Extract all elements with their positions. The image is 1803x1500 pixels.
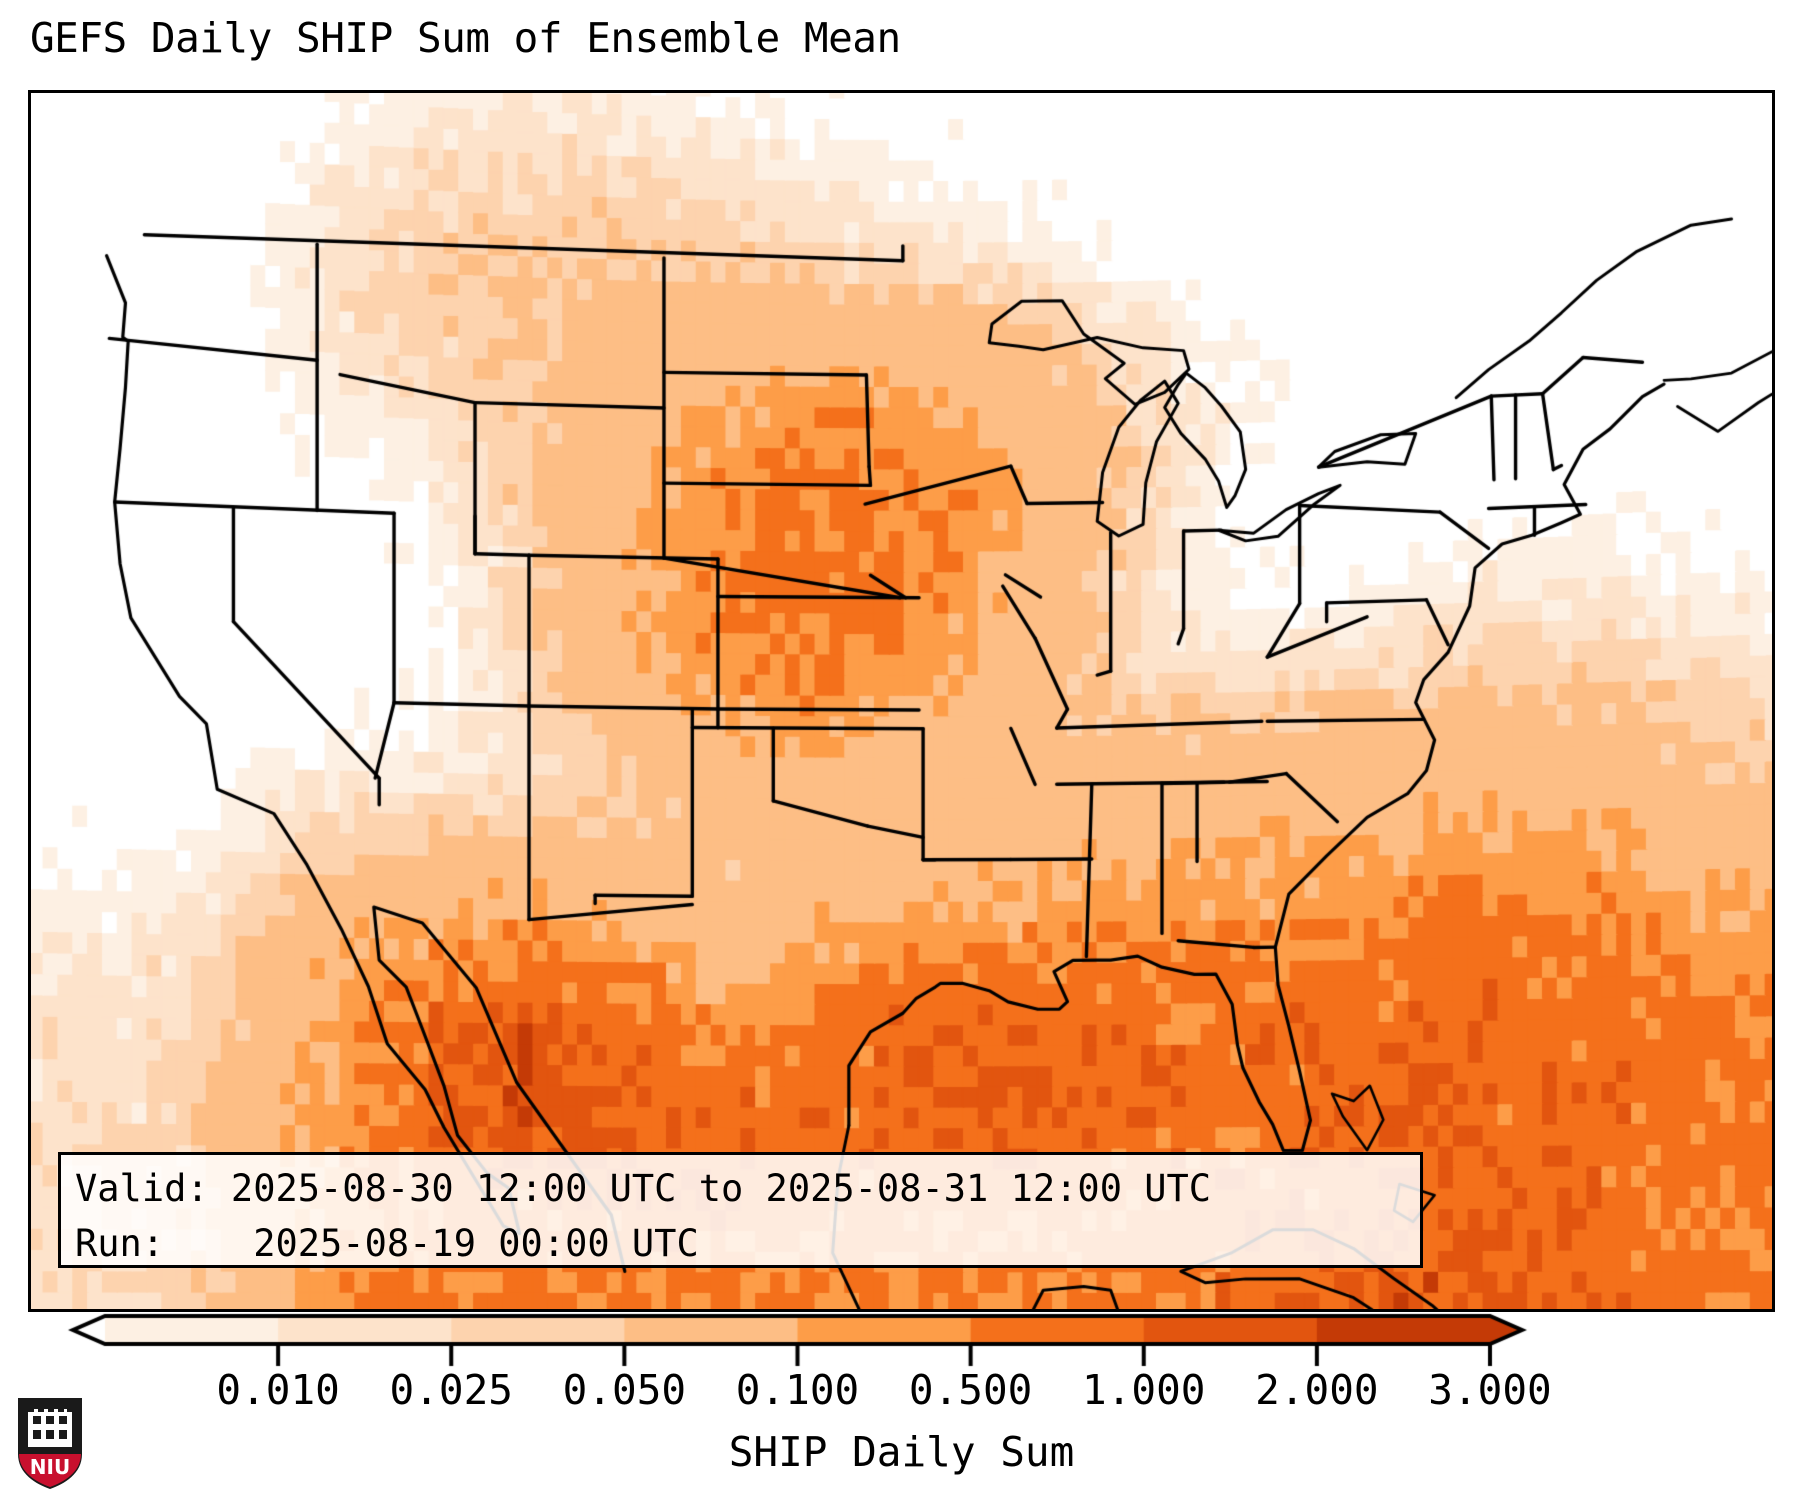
- colorbar-tick-label: 3.000: [1428, 1366, 1552, 1414]
- colorbar-tick-labels: 0.010 0.025 0.050 0.100 0.500 1.000 2.000 3.000: [0, 1366, 1803, 1426]
- run-time-text: Run: 2025-08-19 00:00 UTC: [75, 1222, 699, 1265]
- heatmap-canvas: [31, 93, 1772, 1309]
- page-title: GEFS Daily SHIP Sum of Ensemble Mean: [30, 14, 901, 62]
- forecast-info-box: Valid: 2025-08-30 12:00 UTC to 2025-08-3…: [58, 1152, 1423, 1268]
- colorbar-tick-label: 0.010: [216, 1366, 340, 1414]
- colorbar-axis-label: SHIP Daily Sum: [728, 1428, 1075, 1476]
- niu-shield-logo: NIU: [18, 1398, 82, 1489]
- colorbar-tick-label: 0.500: [908, 1366, 1033, 1414]
- map-plot-area: [28, 90, 1775, 1312]
- colorbar: [0, 1312, 1803, 1372]
- valid-time-text: Valid: 2025-08-30 12:00 UTC to 2025-08-3…: [75, 1167, 1212, 1210]
- niu-logo-text: NIU: [30, 1455, 70, 1479]
- colorbar-tick-label: 2.000: [1255, 1366, 1379, 1414]
- colorbar-tick-label: 1.000: [1082, 1366, 1206, 1414]
- colorbar-tick-label: 0.025: [389, 1366, 513, 1414]
- colorbar-canvas: [0, 1312, 1803, 1372]
- colorbar-tick-label: 0.100: [735, 1366, 860, 1414]
- colorbar-tick-label: 0.050: [562, 1366, 687, 1414]
